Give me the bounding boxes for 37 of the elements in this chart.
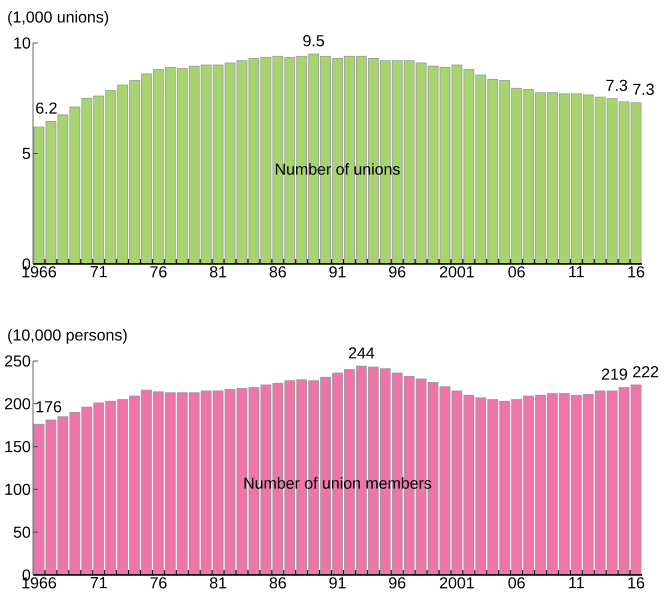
x-tick-label: 86 [270, 266, 286, 278]
y-tick-label: 5 [22, 148, 30, 160]
y-tick-label: 10 [14, 37, 30, 49]
x-tick-label: 71 [90, 577, 107, 588]
data-label: 222 [633, 366, 658, 378]
y-tick-label: 200 [5, 398, 30, 410]
x-tick-label: 86 [270, 577, 286, 588]
x-tick-label: 76 [150, 266, 167, 278]
x-tick-label: 81 [210, 266, 226, 278]
y-axis-title: (10,000 persons) [8, 328, 127, 344]
x-tick-label: 11 [569, 266, 584, 278]
x-tick-label: 96 [389, 577, 406, 588]
data-label: 9.5 [303, 35, 324, 46]
x-tick-label: 2001 [440, 577, 474, 588]
x-tick-label: 2001 [440, 266, 474, 278]
x-tick-label: 16 [628, 577, 644, 588]
y-tick-label: 100 [5, 484, 30, 496]
data-label: 7.3 [633, 84, 654, 95]
x-tick-label: 71 [90, 266, 107, 278]
x-tick-label: 06 [508, 577, 525, 588]
data-label: 7.3 [606, 80, 628, 91]
x-tick-label: 96 [389, 266, 406, 278]
data-label: 244 [348, 347, 374, 358]
x-tick-label: 76 [150, 577, 167, 588]
y-tick-label: 250 [5, 355, 30, 367]
y-axis-title: (1,000 unions) [8, 10, 108, 26]
x-tick-label: 06 [508, 266, 525, 278]
x-tick-label: 81 [210, 577, 226, 588]
x-tick-label: 91 [329, 266, 346, 278]
y-tick-label: 150 [5, 440, 30, 452]
data-label: 6.2 [36, 102, 57, 114]
data-label: 219 [602, 368, 628, 380]
x-tick-label: 91 [329, 577, 346, 588]
x-tick-label: 11 [569, 577, 584, 588]
y-tick-label: 50 [14, 526, 30, 538]
x-tick-label: 16 [628, 266, 644, 278]
data-label: 176 [36, 401, 62, 412]
